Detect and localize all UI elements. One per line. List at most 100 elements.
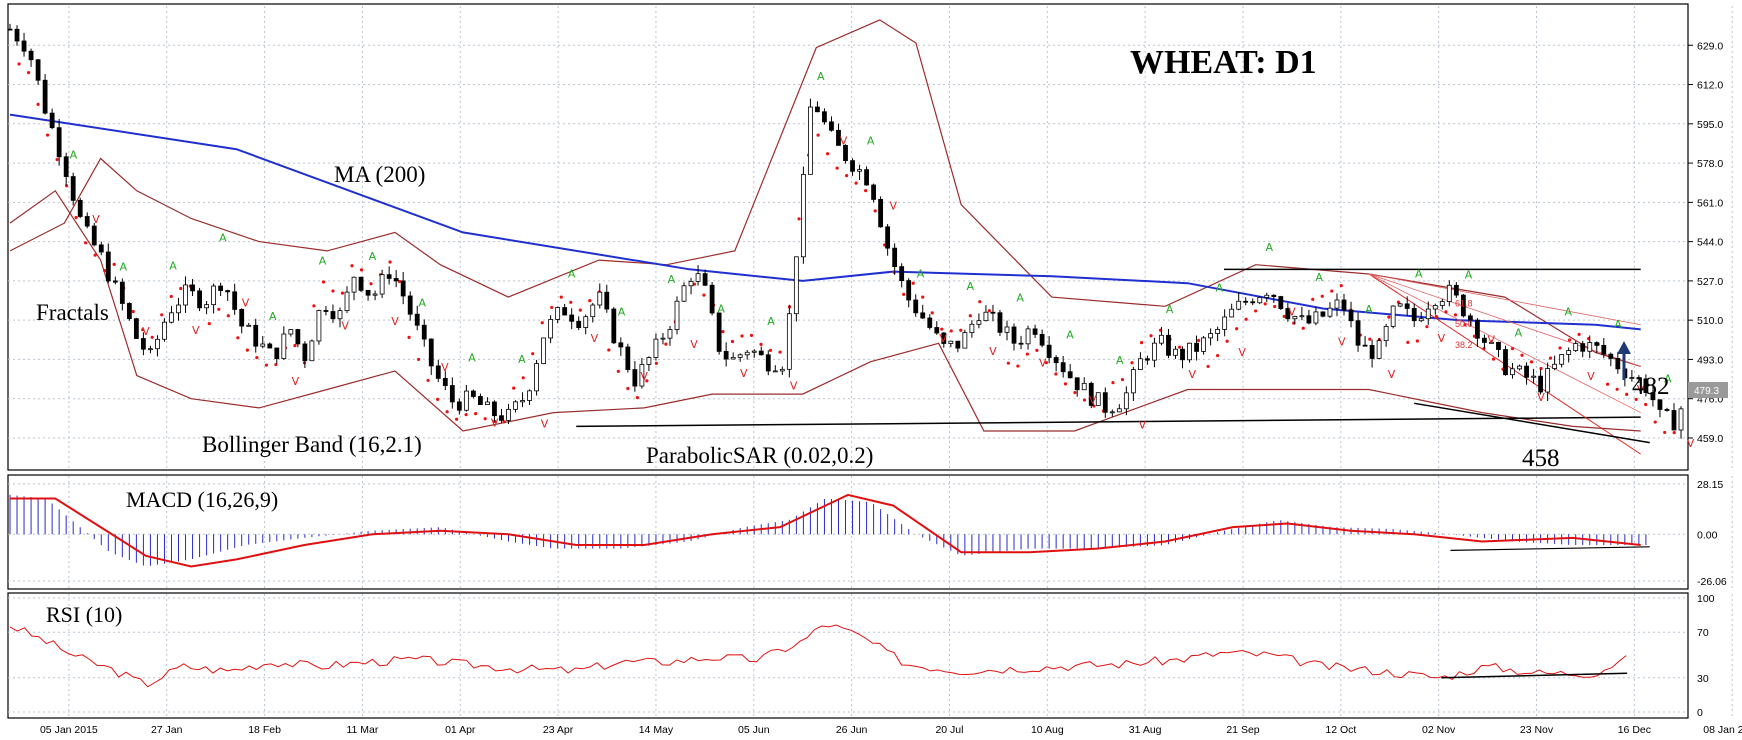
candle-body (478, 396, 483, 405)
fractal-up-icon: A (1016, 292, 1024, 305)
sar-dot (36, 102, 40, 106)
sar-dot (1320, 294, 1324, 298)
sar-dot (940, 327, 944, 331)
fractal-up-icon: A (1564, 306, 1572, 319)
macd-panel: 28.15 0.00 -26.06 MACD (16,26,9) (7, 474, 1733, 590)
price-axis: 629.0 612.0 595.0 578.0 561.0 544.0 527.0 510.0… (1688, 40, 1723, 445)
sar-dot (1653, 420, 1657, 424)
candle-body (1194, 342, 1199, 352)
sar-dot (436, 397, 440, 401)
candle-body (91, 225, 97, 246)
macd-signal-path (10, 493, 1641, 568)
fractal-up-icon: A (1315, 271, 1323, 284)
candle-body (1088, 382, 1094, 406)
fractal-down-icon: V (242, 296, 250, 309)
candle-body (435, 365, 441, 379)
candle-body (225, 290, 231, 293)
candle-body (1369, 345, 1375, 359)
candle-body (962, 332, 968, 349)
fractal-up-icon: A (917, 267, 925, 280)
candle-body (337, 310, 343, 320)
candle-body (463, 390, 469, 411)
sar-dot (740, 334, 744, 338)
fractal-up-icon: A (369, 250, 377, 263)
sar-dot (1406, 340, 1410, 344)
candle-body (632, 369, 638, 387)
candle-body (1510, 368, 1515, 376)
fractal-up-icon: A (169, 259, 177, 272)
date-label: 20 Jul (935, 724, 963, 736)
candle-body (1152, 342, 1157, 361)
rsi-gridlines (8, 594, 1733, 717)
candle-body (597, 291, 603, 306)
candle-body (246, 324, 252, 327)
sar-dot (350, 264, 354, 268)
sar-dot (835, 166, 839, 170)
fractal-up-icon: A (817, 70, 825, 83)
candle-body (660, 337, 666, 340)
sar-dot (1054, 372, 1058, 376)
fractal-down-icon: V (192, 324, 200, 337)
candle-body (1046, 344, 1052, 358)
sar-dot (930, 311, 934, 315)
candle-body (772, 370, 778, 373)
fractal-up-icon: A (1614, 318, 1622, 331)
candle-body (1215, 329, 1221, 334)
sar-dot (1111, 381, 1115, 385)
sar-dot (1463, 323, 1467, 327)
candle-body (49, 112, 55, 129)
candle-body (1362, 344, 1368, 347)
candle-body (1313, 311, 1319, 324)
candle-body (21, 40, 27, 52)
candle-body (765, 354, 771, 372)
candle-body (281, 333, 287, 360)
candle-body (1292, 316, 1298, 320)
candle-body (400, 280, 406, 297)
candle-body (1004, 326, 1010, 333)
sar-dot (1330, 289, 1334, 293)
sar-dot (1216, 353, 1220, 358)
sar-dot (359, 268, 364, 272)
candle-body (1650, 392, 1656, 401)
candle-body (1664, 409, 1670, 411)
candle-body (555, 307, 561, 320)
bollinger-annotation: Bollinger Band (16,2.1) (202, 432, 422, 457)
date-label: 01 Apr (445, 724, 476, 736)
candle-body (1489, 342, 1494, 344)
candle-body (70, 176, 76, 201)
candle-body (1109, 411, 1115, 414)
macd-tick-label: 0.00 (1697, 529, 1718, 541)
candle-body (302, 343, 308, 362)
date-label: 23 Nov (1520, 724, 1554, 736)
bollinger-lower (9, 189, 1641, 432)
candle-body (1278, 296, 1284, 309)
sar-dot (854, 181, 858, 185)
candle-body (470, 390, 476, 397)
candle-body (1496, 342, 1501, 350)
sar-dot (1073, 390, 1077, 395)
resistance-label: 482 (1632, 373, 1670, 400)
candle-body (730, 356, 736, 360)
fractal-down-icon: V (1637, 383, 1645, 396)
fractal-down-icon: V (1687, 437, 1695, 450)
candle-body (681, 285, 687, 302)
sar-dot (864, 189, 868, 193)
sar-dot (1387, 315, 1391, 319)
fractal-down-icon: V (1139, 419, 1147, 432)
rsi-panel: 100 70 30 0 RSI (10) (7, 592, 1733, 719)
candle-body (1531, 375, 1536, 378)
sar-dot (1149, 334, 1153, 338)
candle-body (1594, 342, 1600, 346)
candle-body (1032, 328, 1038, 335)
current-price-label: 479.3 (1694, 386, 1719, 397)
sar-dot (778, 350, 782, 354)
fractal-up-icon: A (1166, 303, 1174, 316)
candle-body (534, 363, 539, 392)
date-label: 08 Jan 2016 (1703, 724, 1742, 736)
sar-dot (483, 417, 487, 421)
candles (7, 23, 1684, 439)
candle-body (955, 340, 961, 349)
candle-body (1566, 350, 1572, 355)
candle-body (990, 311, 996, 314)
date-label: 05 Jan 2015 (40, 724, 98, 736)
